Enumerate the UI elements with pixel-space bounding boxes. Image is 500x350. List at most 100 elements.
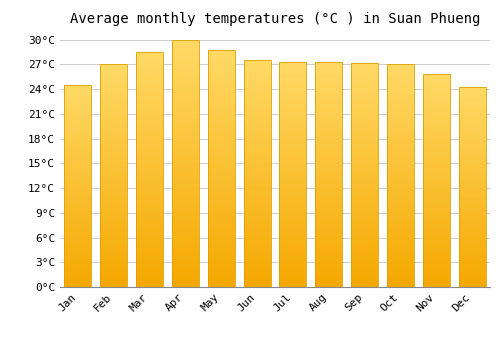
- Bar: [136, 91, 163, 92]
- Bar: [280, 219, 306, 220]
- Bar: [423, 113, 450, 114]
- Bar: [244, 244, 270, 245]
- Bar: [316, 277, 342, 278]
- Bar: [280, 206, 306, 207]
- Bar: [244, 276, 270, 277]
- Bar: [387, 205, 414, 206]
- Bar: [316, 286, 342, 287]
- Bar: [280, 186, 306, 187]
- Bar: [316, 68, 342, 69]
- Bar: [351, 230, 378, 231]
- Bar: [136, 125, 163, 126]
- Bar: [100, 127, 127, 128]
- Bar: [423, 98, 450, 99]
- Bar: [458, 226, 485, 227]
- Bar: [100, 196, 127, 197]
- Bar: [280, 199, 306, 200]
- Bar: [208, 232, 234, 233]
- Bar: [208, 124, 234, 126]
- Bar: [208, 102, 234, 103]
- Bar: [316, 261, 342, 262]
- Bar: [387, 275, 414, 276]
- Bar: [458, 154, 485, 155]
- Bar: [458, 125, 485, 126]
- Bar: [423, 108, 450, 110]
- Bar: [244, 144, 270, 145]
- Bar: [64, 163, 92, 164]
- Bar: [316, 137, 342, 139]
- Bar: [172, 177, 199, 178]
- Bar: [136, 207, 163, 208]
- Bar: [351, 189, 378, 191]
- Bar: [100, 80, 127, 81]
- Bar: [351, 166, 378, 167]
- Bar: [316, 265, 342, 266]
- Bar: [280, 231, 306, 232]
- Bar: [172, 120, 199, 121]
- Bar: [244, 149, 270, 150]
- Bar: [64, 286, 92, 287]
- Bar: [280, 187, 306, 188]
- Bar: [100, 91, 127, 92]
- Bar: [423, 104, 450, 105]
- Bar: [280, 134, 306, 135]
- Bar: [351, 253, 378, 254]
- Bar: [423, 270, 450, 271]
- Bar: [423, 282, 450, 283]
- Bar: [136, 71, 163, 72]
- Bar: [100, 96, 127, 97]
- Bar: [316, 79, 342, 80]
- Bar: [351, 248, 378, 249]
- Bar: [136, 113, 163, 114]
- Bar: [280, 239, 306, 240]
- Bar: [387, 169, 414, 170]
- Bar: [458, 168, 485, 169]
- Bar: [100, 159, 127, 160]
- Bar: [316, 149, 342, 150]
- Bar: [316, 278, 342, 279]
- Bar: [458, 278, 485, 279]
- Bar: [280, 154, 306, 155]
- Bar: [351, 158, 378, 159]
- Bar: [244, 270, 270, 271]
- Bar: [136, 173, 163, 174]
- Bar: [316, 200, 342, 202]
- Bar: [172, 252, 199, 254]
- Bar: [423, 118, 450, 119]
- Bar: [172, 85, 199, 87]
- Bar: [136, 52, 163, 53]
- Bar: [244, 208, 270, 209]
- Bar: [423, 117, 450, 118]
- Bar: [64, 158, 92, 159]
- Bar: [458, 157, 485, 158]
- Bar: [64, 190, 92, 191]
- Bar: [100, 93, 127, 94]
- Bar: [387, 230, 414, 231]
- Bar: [208, 178, 234, 179]
- Bar: [316, 81, 342, 82]
- Bar: [387, 122, 414, 124]
- Bar: [136, 58, 163, 59]
- Bar: [458, 160, 485, 161]
- Bar: [280, 88, 306, 89]
- Bar: [316, 210, 342, 212]
- Bar: [64, 241, 92, 243]
- Bar: [244, 142, 270, 143]
- Bar: [64, 230, 92, 231]
- Bar: [387, 141, 414, 142]
- Bar: [172, 148, 199, 150]
- Bar: [316, 194, 342, 195]
- Bar: [100, 257, 127, 258]
- Bar: [136, 254, 163, 255]
- Bar: [316, 144, 342, 145]
- Bar: [136, 63, 163, 64]
- Bar: [208, 160, 234, 161]
- Bar: [351, 206, 378, 208]
- Bar: [280, 126, 306, 127]
- Bar: [244, 255, 270, 257]
- Bar: [316, 74, 342, 76]
- Bar: [208, 198, 234, 199]
- Bar: [387, 91, 414, 92]
- Bar: [316, 238, 342, 239]
- Bar: [136, 208, 163, 210]
